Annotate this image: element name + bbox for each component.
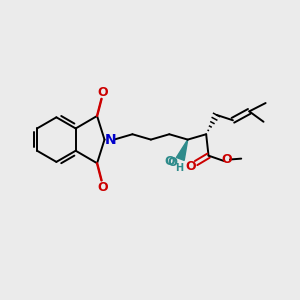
Text: N: N	[105, 133, 117, 147]
Text: O: O	[98, 86, 108, 99]
Text: O: O	[222, 153, 232, 166]
Text: O: O	[98, 181, 108, 194]
Text: O: O	[167, 156, 177, 169]
Text: O: O	[165, 155, 175, 168]
Text: O: O	[185, 160, 196, 172]
Text: H: H	[175, 163, 183, 173]
Polygon shape	[176, 140, 188, 160]
